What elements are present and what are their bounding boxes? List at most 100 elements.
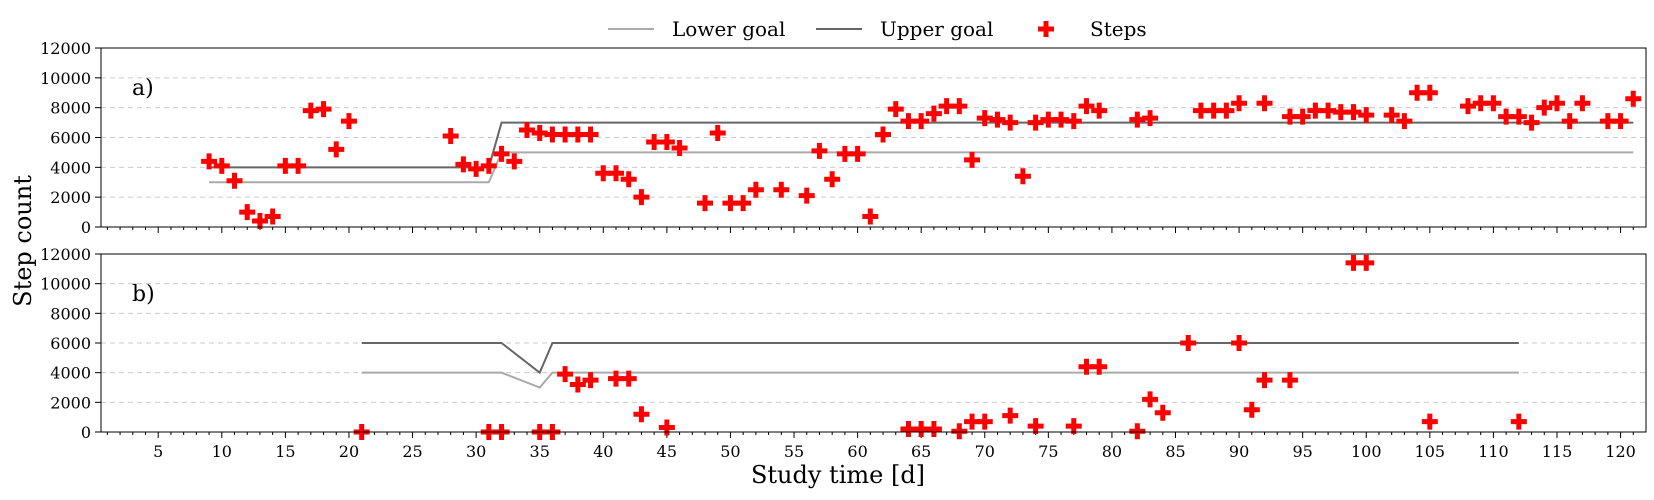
step-marker: [1625, 90, 1642, 107]
step-marker: [1510, 108, 1527, 125]
step-marker: [671, 139, 688, 156]
step-marker: [1218, 102, 1235, 119]
step-marker: [938, 98, 955, 115]
panel-label: b): [132, 282, 155, 307]
step-marker: [1599, 113, 1616, 130]
step-marker: [480, 157, 497, 174]
step-marker: [658, 133, 675, 150]
step-marker: [1256, 95, 1273, 112]
step-marker: [1345, 254, 1362, 271]
step-marker: [1498, 108, 1515, 125]
step-marker: [569, 376, 586, 393]
step-marker: [569, 126, 586, 143]
step-marker: [557, 126, 574, 143]
x-tick-label: 5: [153, 442, 163, 461]
y-axis-title: Step count: [9, 175, 37, 307]
step-marker: [1065, 113, 1082, 130]
plot-frame: [100, 253, 1647, 433]
x-tick-label: 105: [1415, 442, 1446, 461]
step-marker: [633, 189, 650, 206]
step-marker: [1421, 413, 1438, 430]
step-marker: [1358, 107, 1375, 124]
y-tick-label: 12000: [40, 39, 91, 58]
step-marker: [964, 413, 981, 430]
upper-goal-line: [361, 342, 1519, 375]
step-marker: [773, 181, 790, 198]
step-marker: [468, 160, 485, 177]
step-marker: [1142, 110, 1159, 127]
x-tick-labels: 5 10 15 20 25 30 35 40 45 50 55 60 65 70 75 80 85 90 95 100…: [153, 442, 1636, 461]
y-tick-label: 6000: [50, 334, 91, 353]
upper-goal-line: [209, 121, 1634, 169]
y-tick-label: 8000: [50, 99, 91, 118]
x-tick-label: 40: [593, 442, 613, 461]
y-tick-label: 6000: [50, 129, 91, 148]
y-tick-label: 4000: [50, 158, 91, 177]
step-marker: [1154, 404, 1171, 421]
step-marker: [1027, 418, 1044, 435]
step-marker: [290, 157, 307, 174]
step-marker: [1142, 391, 1159, 408]
step-marker: [1014, 168, 1031, 185]
step-marker: [582, 372, 599, 389]
step-marker: [1281, 372, 1298, 389]
step-marker: [608, 370, 624, 387]
step-marker: [595, 165, 612, 182]
step-marker: [1091, 102, 1108, 119]
step-marker: [582, 126, 599, 143]
x-tick-label: 110: [1478, 442, 1509, 461]
step-marker: [976, 110, 993, 127]
step-marker: [239, 204, 256, 221]
step-marker: [1561, 113, 1578, 130]
step-marker: [506, 153, 523, 170]
step-marker: [925, 421, 942, 438]
step-marker: [989, 111, 1006, 128]
step-marker: [1040, 111, 1057, 128]
x-tick-label: 25: [402, 442, 422, 461]
step-marker: [1027, 114, 1044, 131]
y-tick-label: 10000: [40, 275, 91, 294]
step-marker: [518, 122, 535, 139]
step-marker: [798, 187, 815, 204]
y-tick-label: 0: [81, 423, 91, 442]
step-marker: [442, 128, 459, 145]
step-marker: [976, 413, 993, 430]
step-marker: [1421, 84, 1438, 101]
plot-frame: [100, 47, 1647, 228]
x-tick-label: 95: [1292, 442, 1312, 461]
step-marker: [226, 172, 243, 189]
step-marker: [1383, 107, 1400, 124]
step-marker: [658, 419, 675, 436]
x-tick-label: 10: [212, 442, 232, 461]
x-tick-label: 80: [1102, 442, 1122, 461]
step-marker: [887, 101, 904, 118]
step-marker: [1129, 111, 1146, 128]
panel-a: 0 2000 4000 6000 8000 10000 12000 a): [40, 39, 1647, 237]
step-marker: [1548, 95, 1565, 112]
step-marker: [951, 423, 968, 440]
x-tick-label: 55: [784, 442, 804, 461]
x-tick-label: 75: [1038, 442, 1058, 461]
step-marker: [328, 141, 345, 158]
y-tick-label: 4000: [50, 364, 91, 383]
x-tick-label: 115: [1542, 442, 1573, 461]
step-marker: [1472, 95, 1489, 112]
step-marker: [213, 157, 230, 174]
step-marker: [1091, 358, 1108, 375]
step-marker: [608, 165, 624, 182]
step-marker: [557, 366, 574, 383]
step-marker: [620, 370, 637, 387]
legend-swatch-plus: [1038, 21, 1054, 37]
step-marker: [1002, 114, 1019, 131]
step-marker: [1053, 111, 1070, 128]
step-marker: [735, 195, 752, 212]
legend: Lower goal Upper goal Steps: [608, 17, 1147, 41]
step-marker: [1459, 98, 1476, 115]
y-tick-label: 8000: [50, 304, 91, 323]
x-tick-label: 120: [1605, 442, 1636, 461]
step-marker: [1510, 413, 1527, 430]
step-marker: [1409, 84, 1426, 101]
step-marker: [1078, 358, 1095, 375]
step-marker: [201, 153, 218, 170]
